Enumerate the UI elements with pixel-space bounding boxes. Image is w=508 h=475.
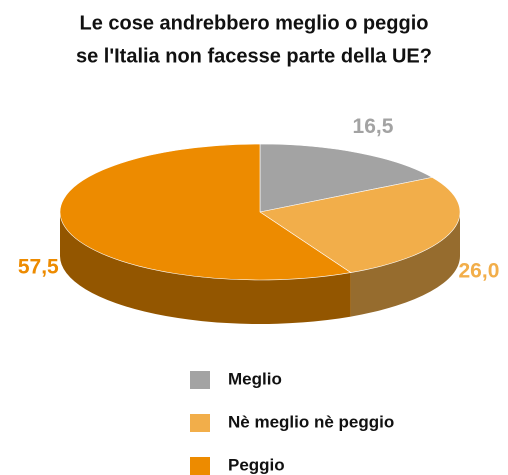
- pie-slice: [259, 143, 433, 213]
- legend-swatch: [190, 371, 210, 389]
- pie-tops: [59, 143, 461, 281]
- pie-side: [350, 212, 460, 317]
- pie-side: [60, 212, 351, 324]
- data-label: 57,5: [18, 255, 59, 278]
- data-label: 16,5: [353, 115, 394, 138]
- legend-label: Nè meglio nè peggio: [228, 412, 394, 431]
- pie-slice: [259, 177, 461, 273]
- chart-title: se l'Italia non facesse parte della UE?: [76, 45, 432, 67]
- legend-label: Peggio: [228, 455, 285, 474]
- legend-swatch: [190, 414, 210, 432]
- legend-label: Meglio: [228, 369, 282, 388]
- data-label: 26,0: [459, 259, 500, 282]
- chart-title: Le cose andrebbero meglio o peggio: [80, 12, 429, 34]
- pie-sides: [60, 212, 460, 324]
- legend-swatch: [190, 457, 210, 475]
- pie-slice: [59, 143, 352, 281]
